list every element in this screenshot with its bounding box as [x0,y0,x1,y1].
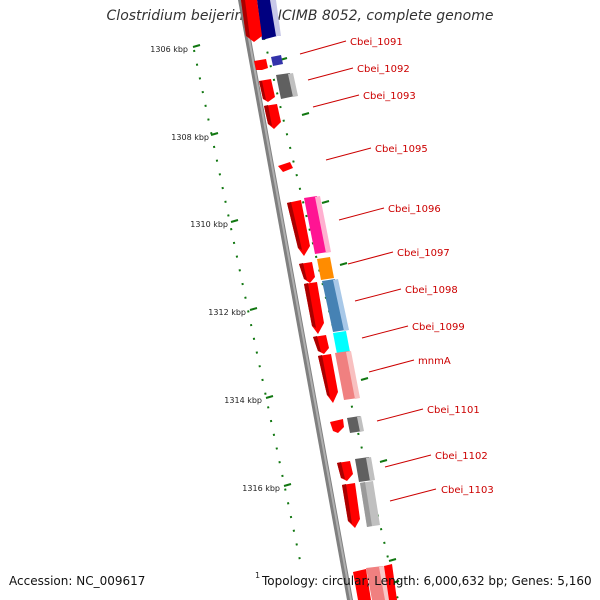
kbp-label-1314: 1314 kbp [224,396,262,405]
gene-label-cbei-1095[interactable]: Cbei_1095 [325,144,428,161]
gene-label-text: Cbei_1102 [435,451,488,462]
cds-feature-1101 [330,419,344,433]
bottom-tick-label: 1 [255,571,260,580]
cds-feature-1099-shade [313,336,321,352]
cog-feature-magenta [304,196,328,254]
gene-label-cbei-1093[interactable]: Cbei_1093 [312,91,416,108]
gene-label-text: Cbei_1092 [357,64,410,75]
kbp-tick-1314: 1314 kbp [224,395,274,405]
cog-feature-grey-1-light [288,73,298,97]
gene-label-text: Cbei_1096 [388,204,441,215]
cog-features [257,0,390,600]
cds-feature-1103-shade [342,484,352,524]
cds-feature-bottom-2 [384,564,397,600]
kbp-tick-1308: 1308 kbp [171,132,219,142]
gene-label-text: Cbei_1098 [405,285,458,296]
cog-feature-orange [317,257,334,280]
cog-feature-navy-small [271,55,283,66]
cog-feature-salmon [335,351,358,400]
gene-label-cbei-1101[interactable]: Cbei_1101 [376,405,480,422]
kbp-label-1312: 1312 kbp [208,308,246,317]
cog-feature-salmon-light [346,351,360,399]
cog-feature-steelblue [322,279,346,332]
gene-label-mnma[interactable]: mnmA [368,356,451,373]
cds-feature-1098-shade [304,283,316,328]
genome-backbone-highlight [241,0,352,600]
accession-text: Accession: NC_009617 [9,574,146,588]
gene-label-text: Cbei_1093 [363,91,416,102]
cds-feature-1091 [254,59,268,70]
cds-features [241,0,397,600]
cds-feature-top-shade [241,0,250,38]
kbp-label-1308: 1308 kbp [171,133,209,142]
cog-feature-magenta-light [315,196,331,253]
cog-feature-bottom-salmon-light [379,566,390,600]
gene-label-cbei-1099[interactable]: Cbei_1099 [361,322,465,339]
gene-label-cbei-1092[interactable]: Cbei_1092 [307,64,410,81]
kbp-label-1316: 1316 kbp [242,484,280,493]
kbp-tick-1306: 1306 kbp [150,44,201,54]
cds-feature-1092-shade [259,81,266,100]
cds-feature-1102-shade [337,462,345,479]
gene-label-cbei-1098[interactable]: Cbei_1098 [354,285,458,302]
cog-feature-navy-faint [270,0,281,36]
gene-label-cbei-1103[interactable]: Cbei_1103 [389,485,494,502]
cog-feature-grey-3-light [366,457,375,481]
genome-title: Clostridium beijerinckii NCIMB 8052, com… [106,8,494,24]
gene-label-text: Cbei_1099 [412,322,465,333]
kbp-tick-1310: 1310 kbp [190,219,239,229]
cds-feature-1096-shade [287,202,302,250]
cog-feature-lightgrey-shade [360,482,372,527]
gene-label-text: Cbei_1095 [375,144,428,155]
gene-label-text: Cbei_1101 [427,405,480,416]
kbp-label-1306: 1306 kbp [150,45,188,54]
gene-label-cbei-1097[interactable]: Cbei_1097 [347,248,450,265]
kbp-tick-1312: 1312 kbp [208,307,258,317]
cds-feature-1093-shade [264,105,272,126]
cds-feature-mnmA-shade [318,355,330,397]
cds-feature-1097-shade [299,263,307,280]
gene-label-text: Cbei_1091 [350,37,403,48]
gene-label-cbei-1091[interactable]: Cbei_1091 [299,37,403,55]
gene-label-text: Cbei_1097 [397,248,450,259]
cds-feature-bottom [353,569,371,600]
cds-feature-1095 [278,162,293,172]
cog-feature-cyan [333,331,350,354]
gene-label-cbei-1096[interactable]: Cbei_1096 [338,204,441,221]
gene-label-text: Cbei_1103 [441,485,494,496]
genome-summary-text: Topology: circular; Length: 6,000,632 bp… [262,574,592,588]
gene-label-text: mnmA [418,356,451,367]
gene-label-cbei-1102[interactable]: Cbei_1102 [384,451,488,468]
cog-feature-steelblue-light [333,279,349,331]
cog-feature-grey-2-light [357,416,364,432]
kbp-label-1310: 1310 kbp [190,220,228,229]
kbp-tick-1316: 1316 kbp [242,483,292,493]
